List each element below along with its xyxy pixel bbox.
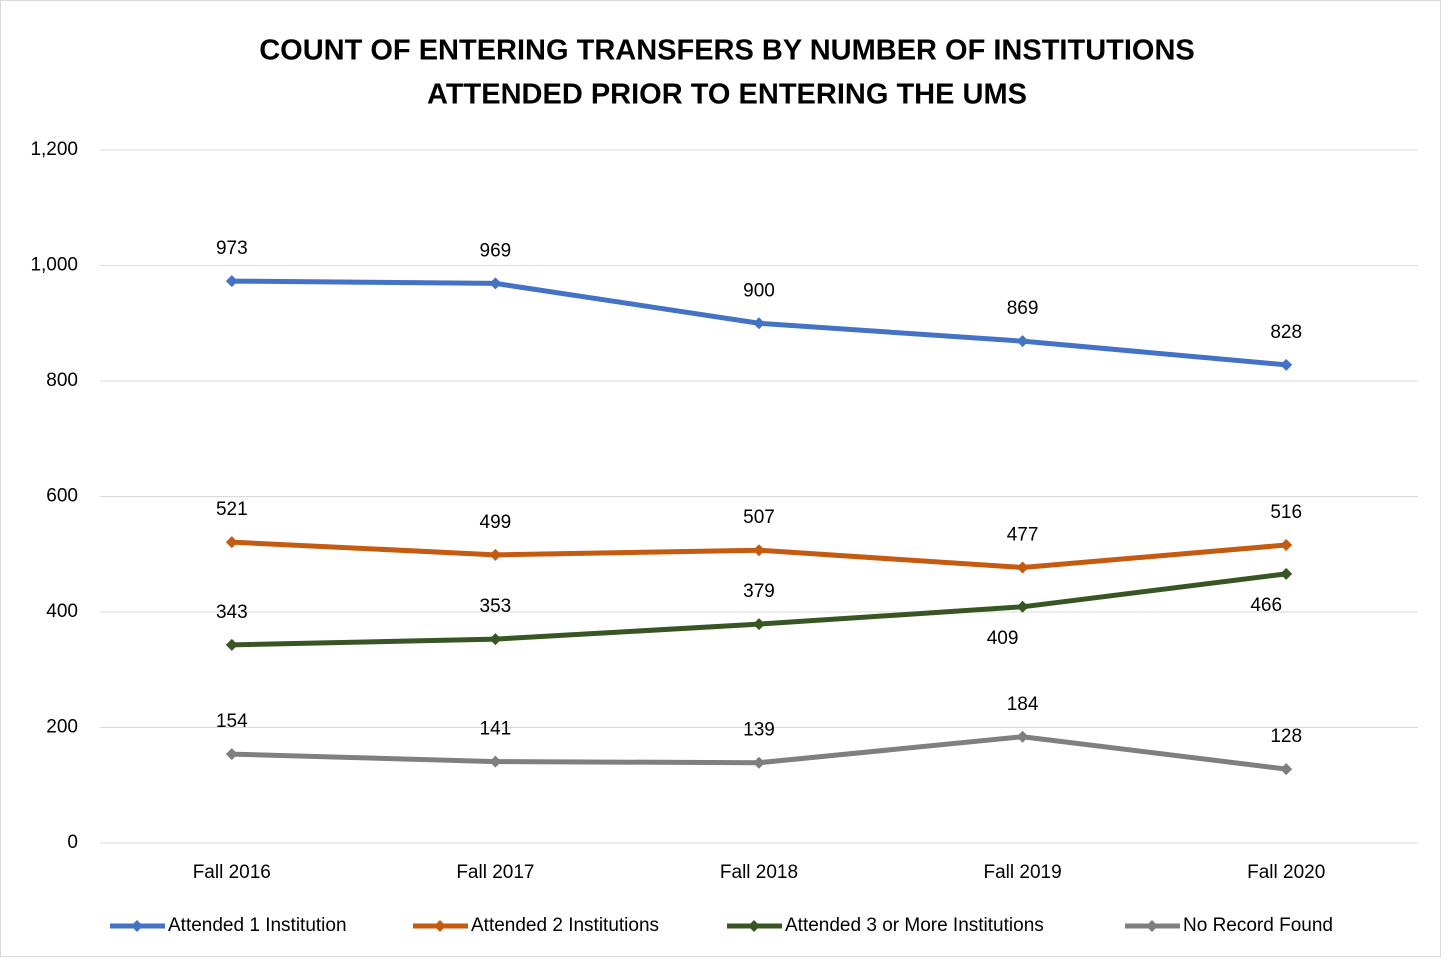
point-marker [1280,763,1293,776]
data-label: 521 [216,499,248,520]
data-label: 141 [480,719,512,740]
y-tick-label: 800 [46,370,78,391]
legend-label: Attended 2 Institutions [471,915,659,936]
legend-label: Attended 1 Institution [168,915,347,936]
legend-marker [1146,920,1158,932]
data-label: 409 [987,628,1019,649]
point-marker [1280,358,1293,371]
legend-label: No Record Found [1183,915,1333,936]
point-marker [1016,561,1029,574]
point-marker [225,275,238,288]
point-marker [1280,539,1293,552]
data-label: 343 [216,602,248,623]
point-marker [225,536,238,549]
chart-title: COUNT OF ENTERING TRANSFERS BY NUMBER OF… [259,35,1195,67]
data-label: 869 [1007,298,1039,319]
point-marker [489,548,502,561]
data-label: 184 [1007,694,1039,715]
x-tick-label: Fall 2017 [456,862,534,883]
legend-marker [434,920,446,932]
legend-marker [131,920,143,932]
y-tick-label: 400 [46,601,78,622]
data-label: 139 [743,720,775,741]
point-marker [489,633,502,646]
x-tick-label: Fall 2018 [720,862,798,883]
data-label: 466 [1250,595,1282,616]
data-label: 973 [216,238,248,259]
point-marker [1280,567,1293,580]
y-tick-label: 0 [67,832,78,853]
data-label: 128 [1270,726,1302,747]
data-label: 516 [1270,502,1302,523]
x-tick-label: Fall 2019 [984,862,1062,883]
data-label: 499 [480,512,512,533]
y-tick-label: 200 [46,717,78,738]
point-marker [753,618,765,631]
point-marker [1016,730,1029,743]
point-marker [753,544,765,557]
data-label: 828 [1270,322,1302,343]
chart-title: ATTENDED PRIOR TO ENTERING THE UMS [427,79,1027,111]
data-label: 900 [743,280,775,301]
point-marker [753,317,765,330]
legend-label: Attended 3 or More Institutions [785,915,1044,936]
data-label: 379 [743,581,775,602]
data-label: 477 [1007,525,1039,546]
y-tick-label: 600 [46,486,78,507]
data-label: 969 [480,240,512,261]
data-label: 353 [480,596,512,617]
data-label: 154 [216,711,248,732]
point-marker [1016,335,1029,348]
y-tick-label: 1,000 [30,255,78,276]
point-marker [1016,600,1029,613]
x-tick-label: Fall 2020 [1247,862,1325,883]
point-marker [489,755,502,768]
point-marker [225,748,238,761]
legend-marker [748,920,760,932]
point-marker [225,638,238,651]
x-tick-label: Fall 2016 [193,862,271,883]
point-marker [753,756,765,769]
y-tick-label: 1,200 [30,139,78,160]
data-label: 507 [743,507,775,528]
point-marker [489,277,502,290]
